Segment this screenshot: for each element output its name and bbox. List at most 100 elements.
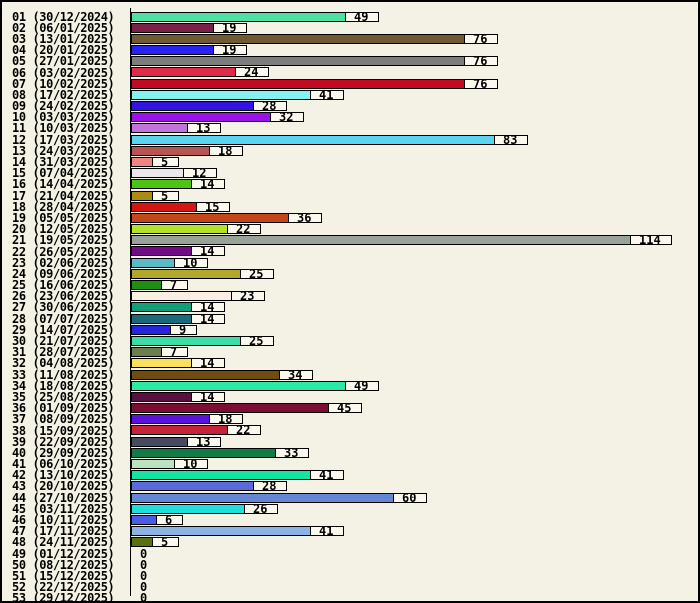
value-bar	[131, 123, 188, 134]
week-label: 32 (04/08/2025)	[12, 356, 115, 371]
chart-rows: 01 (30/12/2024) 49 02 (06/01/2025) 19 03 (13…	[2, 10, 698, 601]
value-label: 6	[165, 512, 173, 527]
value-label: 41	[319, 524, 334, 539]
value-box: 18	[210, 412, 244, 427]
week-row: 28 (07/07/2025) 14	[2, 312, 698, 326]
week-label: 24 (09/06/2025)	[12, 266, 115, 281]
value-bar	[131, 324, 171, 335]
value-bar	[131, 391, 192, 402]
value-label: 10	[183, 255, 198, 270]
value-label: 5	[161, 188, 169, 203]
value-label: 32	[279, 110, 294, 125]
week-label: 08 (17/02/2025)	[12, 87, 115, 102]
week-row: 26 (23/06/2025) 23	[2, 289, 698, 303]
value-bar	[131, 145, 210, 156]
value-box: 33	[276, 445, 310, 460]
week-label: 42 (13/10/2025)	[12, 468, 115, 483]
week-row: 05 (27/01/2025) 76	[2, 54, 698, 69]
value-bar	[131, 67, 236, 78]
week-row: 47 (17/11/2025) 41	[2, 524, 698, 539]
week-label: 05 (27/01/2025)	[12, 54, 115, 69]
week-label: 17 (21/04/2025)	[12, 188, 115, 203]
value-box: 28	[254, 100, 288, 112]
value-label: 33	[284, 445, 299, 460]
value-box: 60	[394, 492, 428, 504]
week-label: 44 (27/10/2025)	[12, 490, 115, 505]
week-label: 41 (06/10/2025)	[12, 457, 115, 472]
week-row: 45 (03/11/2025) 26	[2, 501, 698, 516]
value-box: 28	[254, 480, 288, 492]
value-bar	[131, 335, 241, 346]
week-label: 45 (03/11/2025)	[12, 501, 115, 516]
week-row: 32 (04/08/2025) 14	[2, 356, 698, 371]
value-label: 18	[218, 143, 233, 158]
bar-group: 45	[131, 402, 363, 414]
bar-group: 5	[131, 156, 180, 168]
week-row: 52 (22/12/2025) 0	[2, 580, 698, 594]
week-row: 21 (19/05/2025) 114	[2, 233, 698, 248]
value-label: 15	[205, 199, 220, 214]
value-label: 7	[170, 345, 178, 360]
value-box: 14	[192, 313, 226, 325]
bar-group: 28	[131, 100, 288, 112]
value-bar	[131, 246, 192, 257]
week-label: 19 (05/05/2025)	[12, 210, 115, 225]
value-box: 36	[289, 212, 323, 224]
value-bar	[131, 224, 228, 235]
bar-group: 28	[131, 480, 288, 492]
bar-group: 22	[131, 424, 262, 436]
value-box: 34	[280, 369, 314, 381]
bar-group: 41	[131, 524, 345, 539]
bar-group: 25	[131, 333, 275, 348]
week-row: 42 (13/10/2025) 41	[2, 468, 698, 483]
value-bar	[131, 45, 214, 56]
week-label: 27 (30/06/2025)	[12, 300, 115, 315]
week-row: 43 (20/10/2025) 28	[2, 479, 698, 493]
value-box: 5	[153, 536, 180, 548]
value-box: 19	[214, 44, 248, 56]
value-box: 13	[188, 122, 222, 134]
value-label: 114	[639, 233, 661, 248]
value-bar	[131, 78, 465, 89]
value-bar	[131, 470, 311, 481]
bar-group: 10	[131, 458, 209, 470]
value-box: 15	[197, 199, 231, 214]
week-row: 15 (07/04/2025) 12	[2, 166, 698, 181]
bar-group: 23	[131, 290, 266, 302]
value-box: 19	[214, 22, 248, 34]
week-label: 15 (07/04/2025)	[12, 166, 115, 181]
week-row: 24 (09/06/2025) 25	[2, 266, 698, 281]
week-row: 12 (17/03/2025) 83	[2, 133, 698, 147]
week-label: 09 (24/02/2025)	[12, 99, 115, 114]
value-bar	[131, 436, 188, 447]
value-label: 18	[218, 412, 233, 427]
week-row: 14 (31/03/2025) 5	[2, 155, 698, 169]
value-bar	[131, 447, 276, 458]
bar-group: 41	[131, 469, 345, 481]
value-box: 45	[329, 402, 363, 414]
bar-group: 6	[131, 512, 184, 527]
value-bar	[131, 503, 245, 514]
value-box: 10	[175, 255, 209, 270]
value-label: 0	[140, 546, 148, 561]
week-row: 36 (01/09/2025) 45	[2, 401, 698, 415]
week-row: 40 (29/09/2025) 33	[2, 445, 698, 460]
value-box: 5	[153, 156, 180, 168]
bar-group: 76	[131, 78, 499, 90]
bar-group: 114	[131, 233, 672, 248]
value-box: 41	[311, 89, 345, 101]
value-bar	[131, 481, 254, 492]
value-bar	[131, 380, 346, 391]
value-bar	[131, 179, 192, 190]
bar-group: 5	[131, 536, 180, 548]
bar-group: 14	[131, 357, 226, 369]
value-box: 10	[175, 458, 209, 470]
week-label: 31 (28/07/2025)	[12, 345, 115, 360]
week-label: 21 (19/05/2025)	[12, 233, 115, 248]
value-label: 25	[249, 333, 264, 348]
value-label: 24	[244, 65, 259, 80]
value-box: 14	[192, 391, 226, 403]
value-bar	[131, 190, 153, 201]
bar-group: 14	[131, 391, 226, 403]
value-label: 25	[249, 266, 264, 281]
